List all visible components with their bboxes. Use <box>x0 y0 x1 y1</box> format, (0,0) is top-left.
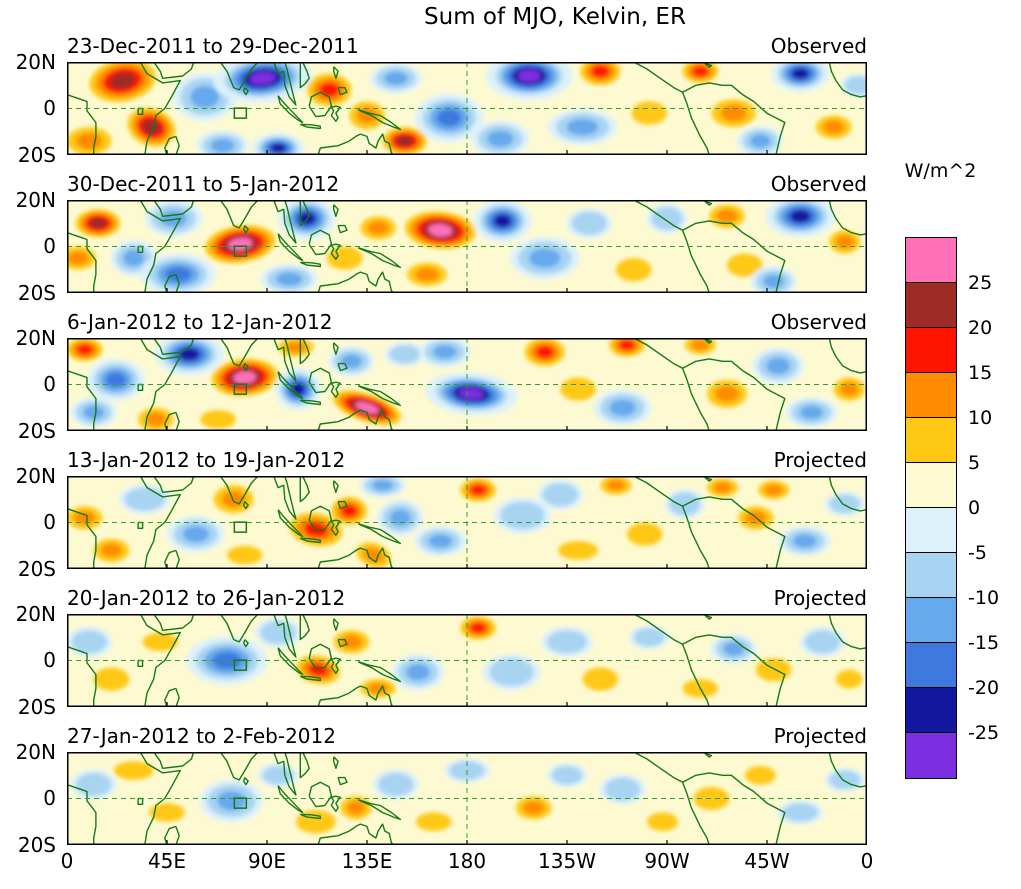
map-panel-2: 30-Dec-2011 to 5-Jan-2012 Observed 20N 0… <box>0 172 1021 310</box>
colorbar-units-label: W/m^2 <box>904 160 977 182</box>
x-tick-0e: 0 <box>60 849 74 873</box>
map-canvas <box>67 200 867 293</box>
anomaly-blobs <box>67 62 867 155</box>
x-tick-90e: 90E <box>247 849 287 873</box>
region-marker <box>233 797 248 809</box>
map-panel-5: 20-Jan-2012 to 26-Jan-2012 Projected 20N… <box>0 586 1021 724</box>
colorbar-tick: -10 <box>968 587 1000 609</box>
colorbar-tick: -15 <box>968 632 1000 654</box>
colorbar-segment <box>906 643 956 688</box>
panel-date-range: 27-Jan-2012 to 2-Feb-2012 <box>67 724 336 748</box>
x-tick-45w: 45W <box>744 849 790 873</box>
region-marker <box>233 107 248 119</box>
coastlines-layer <box>67 752 867 845</box>
map-panel-4: 13-Jan-2012 to 19-Jan-2012 Projected 20N… <box>0 448 1021 586</box>
x-tick-135w: 135W <box>538 849 596 873</box>
map-frame <box>67 338 867 431</box>
colorbar-segment <box>906 418 956 463</box>
y-tick-20s: 20S <box>17 557 56 581</box>
y-tick-20s: 20S <box>17 833 56 857</box>
x-tick-180: 180 <box>447 849 487 873</box>
coastlines-layer <box>67 338 867 431</box>
map-panel-3: 6-Jan-2012 to 12-Jan-2012 Observed 20N 0… <box>0 310 1021 448</box>
y-tick-20n: 20N <box>15 464 56 488</box>
map-frame <box>67 200 867 293</box>
y-tick-0: 0 <box>43 96 56 120</box>
y-tick-0: 0 <box>43 234 56 258</box>
coastlines-layer <box>67 200 867 293</box>
colorbar-tick: -25 <box>968 722 1000 744</box>
map-panel-6: 27-Jan-2012 to 2-Feb-2012 Projected 20N … <box>0 724 1021 862</box>
y-tick-20n: 20N <box>15 602 56 626</box>
map-panel-1: 23-Dec-2011 to 29-Dec-2011 Observed 20N … <box>0 34 1021 172</box>
colorbar-tick: 0 <box>968 497 981 519</box>
map-canvas <box>67 62 867 155</box>
y-tick-20s: 20S <box>17 695 56 719</box>
region-marker <box>233 245 248 257</box>
colorbar-segment <box>906 508 956 553</box>
colorbar-tick: -20 <box>968 677 1000 699</box>
map-frame <box>67 476 867 569</box>
y-tick-0: 0 <box>43 786 56 810</box>
colorbar-segment <box>906 328 956 373</box>
panel-status: Observed <box>770 310 867 334</box>
colorbar-segment <box>906 238 956 283</box>
colorbar-segment <box>906 463 956 508</box>
x-axis: 0 45E 90E 135E 180 135W 90W 45W 0 <box>0 849 1021 877</box>
x-tick-90w: 90W <box>644 849 690 873</box>
y-tick-20n: 20N <box>15 50 56 74</box>
map-frame <box>67 752 867 845</box>
map-frame <box>67 62 867 155</box>
colorbar-segment <box>906 553 956 598</box>
panel-date-range: 13-Jan-2012 to 19-Jan-2012 <box>67 448 346 472</box>
map-canvas <box>67 338 867 431</box>
region-marker <box>233 659 248 671</box>
region-marker <box>233 383 248 395</box>
colorbar-segment <box>906 598 956 643</box>
x-tick-45e: 45E <box>147 849 187 873</box>
map-frame <box>67 614 867 707</box>
panel-status: Projected <box>773 586 867 610</box>
colorbar-segment <box>906 733 956 778</box>
panel-date-range: 6-Jan-2012 to 12-Jan-2012 <box>67 310 333 334</box>
colorbar-segment <box>906 688 956 733</box>
colorbar: 25 20 15 10 5 0 -5 -10 -15 -20 -25 <box>905 237 1021 779</box>
panel-status: Observed <box>770 172 867 196</box>
colorbar-segment <box>906 373 956 418</box>
y-tick-20s: 20S <box>17 281 56 305</box>
colorbar-tick: 10 <box>968 407 993 429</box>
colorbar-tick: 15 <box>968 362 993 384</box>
panel-date-range: 30-Dec-2011 to 5-Jan-2012 <box>67 172 340 196</box>
map-canvas <box>67 752 867 845</box>
region-marker <box>233 521 248 533</box>
map-canvas <box>67 476 867 569</box>
y-tick-0: 0 <box>43 372 56 396</box>
coastlines-layer <box>67 476 867 569</box>
panel-date-range: 23-Dec-2011 to 29-Dec-2011 <box>67 34 359 58</box>
colorbar-tick: 5 <box>968 452 981 474</box>
y-tick-20n: 20N <box>15 740 56 764</box>
panel-status: Projected <box>773 448 867 472</box>
y-tick-20n: 20N <box>15 326 56 350</box>
colorbar-tick: 25 <box>968 272 993 294</box>
coastlines-layer <box>67 614 867 707</box>
y-tick-0: 0 <box>43 648 56 672</box>
coastlines-layer <box>67 62 867 155</box>
y-tick-20n: 20N <box>15 188 56 212</box>
map-canvas <box>67 614 867 707</box>
x-tick-135e: 135E <box>341 849 393 873</box>
panel-status: Observed <box>770 34 867 58</box>
y-tick-20s: 20S <box>17 143 56 167</box>
panel-status: Projected <box>773 724 867 748</box>
colorbar-tick: 20 <box>968 317 993 339</box>
colorbar-segments <box>905 237 957 779</box>
panel-date-range: 20-Jan-2012 to 26-Jan-2012 <box>67 586 346 610</box>
colorbar-segment <box>906 283 956 328</box>
y-tick-0: 0 <box>43 510 56 534</box>
chart-title: Sum of MJO, Kelvin, ER <box>424 4 686 30</box>
y-tick-20s: 20S <box>17 419 56 443</box>
colorbar-tick: -5 <box>968 542 987 564</box>
x-tick-0w: 0 <box>860 849 874 873</box>
